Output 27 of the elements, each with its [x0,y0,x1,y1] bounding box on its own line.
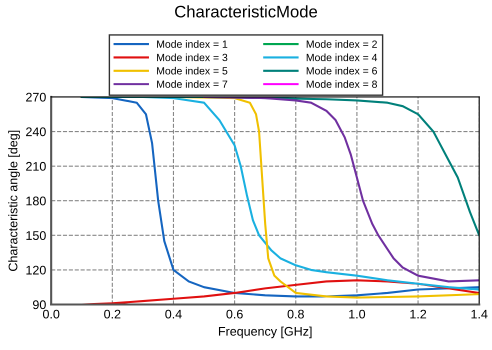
line-series [202,96,480,282]
y-tick-label: 270 [26,92,46,102]
legend-label: Mode index = 2 [306,40,377,48]
legend-label: Mode index = 1 [157,40,228,48]
y-tick-label: 240 [26,127,46,136]
legend-label: Mode index = 6 [306,66,377,75]
chart-title: CharacteristicMode [175,5,318,18]
legend-label: Mode index = 5 [157,66,228,75]
x-tick-label: 1.4 [471,310,488,318]
legend-label: Mode index = 4 [306,54,378,62]
y-axis-title: Characteristic angle [deg] [8,130,20,271]
y-tick-label: 180 [26,196,46,206]
x-tick-label: 1.2 [410,310,426,318]
x-tick-label: 0.6 [226,310,243,319]
x-tick-label: 0.4 [165,310,182,319]
y-tick-label: 150 [26,231,46,240]
x-tick-label: 1.0 [349,310,366,319]
y-tick-label: 210 [26,162,46,171]
legend-label: Mode index = 7 [157,80,228,88]
x-tick-label: 0.0 [42,310,60,319]
x-tick-label: 0.2 [104,310,120,319]
legend-label: Mode index = 3 [157,54,228,62]
legend-label: Mode index = 8 [306,80,377,88]
y-tick-label: 120 [26,266,46,275]
x-tick-label: 0.8 [288,310,304,319]
y-tick-label: 90 [32,300,46,310]
x-axis-title: Frequency [GHz] [218,326,312,338]
